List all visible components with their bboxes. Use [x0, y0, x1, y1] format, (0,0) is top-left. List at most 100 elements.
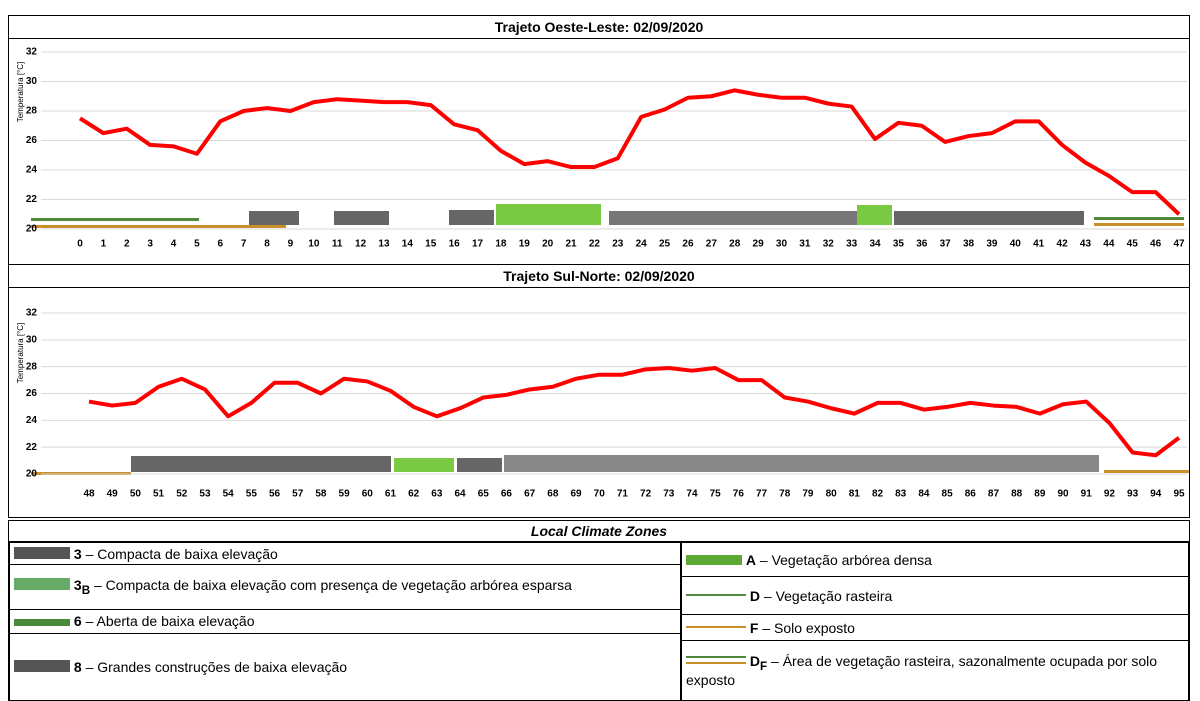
zone-text: – Vegetação arbórea densa: [760, 552, 932, 568]
y-tick-label: 22: [26, 442, 38, 453]
legend-row: DF – Área de vegetação rasteira, sazonal…: [682, 641, 1189, 701]
x-tick-label: 44: [1103, 239, 1115, 250]
legend-row: A – Vegetação arbórea densa: [682, 543, 1189, 577]
x-tick-label: 42: [1057, 239, 1069, 250]
x-tick-label: 29: [753, 239, 765, 250]
x-tick-label: 26: [682, 239, 694, 250]
x-tick-label: 49: [107, 489, 119, 500]
legend-table: Local Climate Zones 3 – Compacta de baix…: [8, 520, 1190, 701]
y-tick-label: 26: [26, 135, 38, 146]
x-tick-label: 65: [478, 489, 490, 500]
x-tick-label: 61: [385, 489, 397, 500]
y-tick-label: 30: [26, 76, 38, 87]
x-tick-label: 19: [519, 239, 531, 250]
legend-entry: F – Solo exposto: [682, 615, 1189, 641]
x-tick-label: 77: [756, 489, 768, 500]
x-tick-label: 91: [1081, 489, 1093, 500]
x-tick-label: 7: [241, 239, 247, 250]
x-tick-label: 95: [1173, 489, 1185, 500]
x-tick-label: 41: [1033, 239, 1045, 250]
zone-text: – Compacta de baixa elevação: [86, 546, 278, 562]
legend-row: 6 – Aberta de baixa elevação: [10, 609, 681, 633]
x-tick-label: 22: [589, 239, 601, 250]
x-tick-label: 36: [916, 239, 928, 250]
x-tick-label: 58: [315, 489, 327, 500]
x-tick-label: 15: [425, 239, 437, 250]
x-tick-label: 9: [288, 239, 294, 250]
x-tick-label: 45: [1127, 239, 1139, 250]
x-tick-label: 52: [176, 489, 188, 500]
legend-row: F – Solo exposto: [682, 615, 1189, 641]
x-tick-label: 27: [706, 239, 718, 250]
x-tick-label: 5: [194, 239, 200, 250]
x-tick-label: 84: [918, 489, 930, 500]
legend-body: 3 – Compacta de baixa elevação 3B – Comp…: [9, 542, 1189, 701]
x-tick-label: 18: [495, 239, 507, 250]
zone-text: – Solo exposto: [762, 620, 855, 636]
x-tick-label: 6: [218, 239, 224, 250]
x-tick-label: 83: [895, 489, 907, 500]
legend-left: 3 – Compacta de baixa elevação 3B – Comp…: [9, 542, 681, 701]
x-tick-label: 39: [986, 239, 998, 250]
x-tick-label: 90: [1057, 489, 1069, 500]
x-tick-label: 62: [408, 489, 420, 500]
zone-text: – Aberta de baixa elevação: [86, 613, 255, 629]
x-tick-label: 93: [1127, 489, 1139, 500]
y-tick-label: 22: [26, 194, 38, 205]
x-tick-label: 21: [565, 239, 577, 250]
x-tick-label: 59: [339, 489, 351, 500]
x-tick-label: 46: [1150, 239, 1162, 250]
x-tick-label: 28: [729, 239, 741, 250]
legend-entry: D – Vegetação rasteira: [682, 577, 1189, 615]
zone-code: 6: [74, 613, 82, 629]
x-tick-label: 85: [942, 489, 954, 500]
x-tick-label: 74: [686, 489, 698, 500]
zone-code: 3: [74, 577, 82, 593]
x-tick-label: 47: [1173, 239, 1185, 250]
zone-text: – Compacta de baixa elevação com presenç…: [94, 577, 572, 593]
y-tick-label: 26: [26, 388, 38, 399]
y-tick-label: 24: [26, 415, 38, 426]
zone-code-sub: B: [82, 584, 90, 597]
x-tick-label: 1: [101, 239, 107, 250]
y-tick-label: 28: [26, 361, 38, 372]
x-tick-label: 69: [570, 489, 582, 500]
legend-entry: 3B – Compacta de baixa elevação com pres…: [10, 565, 681, 610]
y-tick-label: 20: [26, 224, 38, 235]
zone-code: 3: [74, 546, 82, 562]
legend-entry: 8 – Grandes construções de baixa elevaçã…: [10, 634, 681, 701]
x-tick-label: 24: [636, 239, 648, 250]
x-tick-label: 76: [733, 489, 745, 500]
legend-right: A – Vegetação arbórea densa D – Vegetaçã…: [681, 542, 1189, 701]
y-tick-label: 28: [26, 106, 38, 117]
x-tick-label: 57: [292, 489, 304, 500]
x-tick-label: 60: [362, 489, 374, 500]
x-tick-label: 32: [823, 239, 835, 250]
zone-code: D: [750, 588, 760, 604]
x-tick-label: 94: [1150, 489, 1162, 500]
zone-code: A: [746, 552, 756, 568]
x-tick-label: 71: [617, 489, 629, 500]
y-tick-label: 32: [26, 47, 38, 58]
x-tick-label: 12: [355, 239, 367, 250]
x-tick-label: 10: [308, 239, 320, 250]
x-tick-label: 88: [1011, 489, 1023, 500]
zone-code: 8: [74, 659, 82, 675]
x-tick-label: 53: [199, 489, 211, 500]
x-tick-label: 40: [1010, 239, 1022, 250]
x-tick-label: 86: [965, 489, 977, 500]
x-tick-label: 35: [893, 239, 905, 250]
legend-entry: DF – Área de vegetação rasteira, sazonal…: [682, 641, 1189, 701]
x-tick-label: 55: [246, 489, 258, 500]
x-tick-label: 4: [171, 239, 177, 250]
x-tick-label: 89: [1034, 489, 1046, 500]
x-tick-label: 38: [963, 239, 975, 250]
x-tick-label: 87: [988, 489, 1000, 500]
legend-entry: 3 – Compacta de baixa elevação: [10, 543, 681, 565]
x-tick-label: 68: [547, 489, 559, 500]
line: [89, 368, 1179, 455]
legend-row: 3 – Compacta de baixa elevação: [10, 543, 681, 565]
y-tick-label: 32: [26, 308, 38, 319]
y-tick-label: 30: [26, 334, 38, 345]
